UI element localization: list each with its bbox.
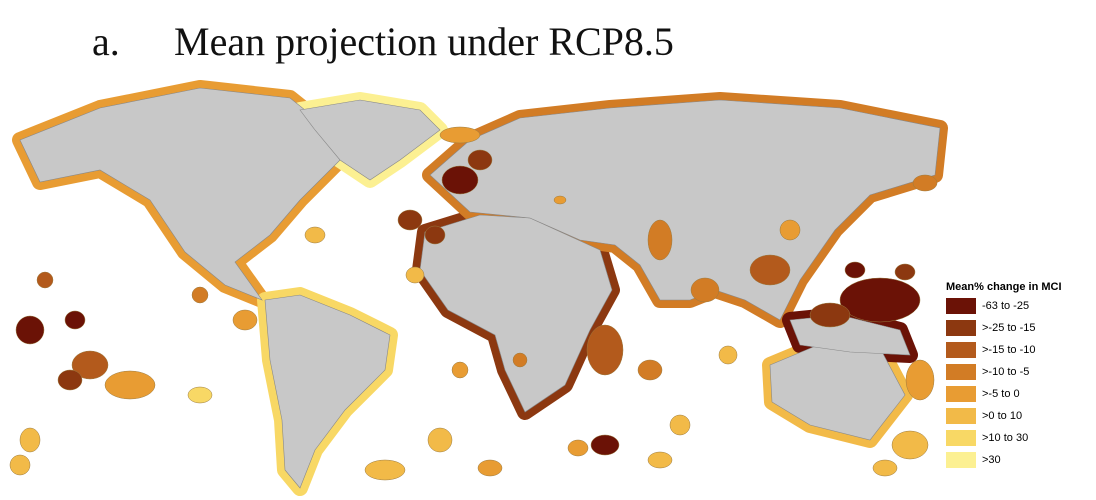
coastal-zone: [647, 219, 673, 261]
coastal-zone: [304, 226, 326, 244]
land: [429, 99, 941, 321]
legend-label: >-5 to 0: [982, 388, 1020, 400]
coastal-zone: [477, 459, 503, 477]
coastal-zone: [191, 286, 209, 304]
coastal-zone: [36, 271, 54, 289]
coastal-zone: [57, 369, 83, 391]
coastal-zone: [637, 359, 663, 381]
coastal-zone: [590, 434, 620, 456]
coastal-zone: [451, 361, 469, 379]
legend-swatch: [946, 320, 976, 336]
coastal-zone: [364, 459, 406, 481]
coastal-zone: [779, 219, 801, 241]
coastal-zone: [439, 126, 481, 144]
coastal-zone: [809, 302, 851, 328]
coastal-zone: [9, 454, 31, 476]
coastal-zone: [586, 324, 624, 376]
coastal-zone: [71, 350, 109, 380]
legend-label: >-25 to -15: [982, 322, 1036, 334]
legend-swatch: [946, 430, 976, 446]
coastal-zone: [64, 310, 86, 330]
title-label: a.: [92, 19, 120, 64]
land: [19, 87, 341, 301]
land: [264, 294, 391, 489]
coastal-zone: [844, 261, 866, 279]
coastal-zone: [232, 309, 258, 331]
coastal-zone: [912, 174, 938, 192]
legend-swatch: [946, 386, 976, 402]
legend-label: >-10 to -5: [982, 366, 1029, 378]
legend-label: >30: [982, 454, 1001, 466]
coastal-zone: [749, 254, 791, 286]
title-text: Mean projection under RCP8.5: [174, 19, 674, 64]
legend-label: -63 to -25: [982, 300, 1029, 312]
coastal-zone: [553, 195, 567, 205]
coastal-zone: [512, 352, 528, 368]
coastal-zone: [647, 451, 673, 469]
coastal-zone: [424, 225, 446, 245]
coastal-zone: [397, 209, 423, 231]
legend-label: >10 to 30: [982, 432, 1028, 444]
coastal-zone: [19, 427, 41, 453]
coastal-zone: [669, 414, 691, 436]
coastal-zone: [891, 430, 929, 460]
coastal-zone: [905, 359, 935, 401]
coastal-zone: [839, 277, 921, 323]
coastal-zone: [15, 315, 45, 345]
legend-label: >0 to 10: [982, 410, 1022, 422]
legend-swatch: [946, 452, 976, 468]
legend-swatch: [946, 408, 976, 424]
coastal-zone: [894, 263, 916, 281]
legend-swatch: [946, 298, 976, 314]
coastal-zone: [567, 439, 589, 457]
coastal-zone: [872, 459, 898, 477]
coastal-zone: [441, 165, 479, 195]
coastal-zone: [467, 149, 493, 171]
legend-swatch: [946, 364, 976, 380]
legend-title: Mean% change in MCI: [946, 281, 1062, 293]
coastal-zone: [187, 386, 213, 404]
land: [299, 99, 441, 181]
coastal-zone: [405, 266, 425, 284]
coastal-zone: [427, 427, 453, 453]
coastal-zone: [104, 370, 156, 400]
coastal-zone: [690, 277, 720, 303]
legend-swatch: [946, 342, 976, 358]
legend-label: >-15 to -10: [982, 344, 1036, 356]
title: a. Mean projection under RCP8.5: [92, 18, 674, 65]
coastal-zone: [718, 345, 738, 365]
